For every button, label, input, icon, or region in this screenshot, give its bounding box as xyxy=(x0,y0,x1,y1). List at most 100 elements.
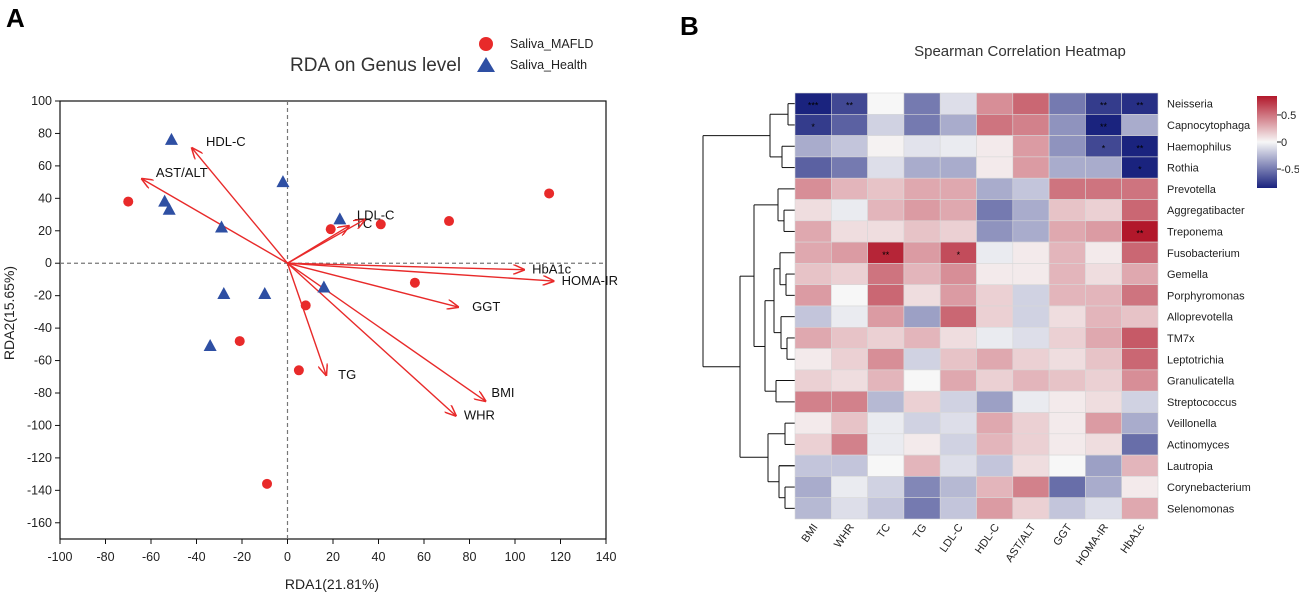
x-tick-label: 40 xyxy=(372,550,386,564)
x-tick-label: 0 xyxy=(284,550,291,564)
y-tick-label: 40 xyxy=(38,191,52,205)
heatmap-cell xyxy=(939,199,977,222)
vector-ggt xyxy=(287,262,459,307)
heatmap-cell xyxy=(794,433,832,456)
panel-a-letter: A xyxy=(6,3,25,33)
heatmap-cell xyxy=(1121,348,1159,371)
row-label-actinomyces: Actinomyces xyxy=(1167,439,1230,451)
heatmap-cell xyxy=(830,135,868,158)
heatmap-cell xyxy=(1012,92,1050,115)
y-tick-label: 100 xyxy=(31,94,52,108)
x-tick-label: 80 xyxy=(463,550,477,564)
heatmap-grid: Neisseria Capnocytophaga Haemophilus Rothia… xyxy=(794,92,1251,568)
heatmap-cell xyxy=(1012,156,1050,179)
heatmap-cell xyxy=(1048,263,1086,285)
significance-mark: ** xyxy=(846,101,854,111)
vector-ast-alt xyxy=(142,179,288,264)
heatmap-cell xyxy=(1085,284,1123,307)
heatmap-cell xyxy=(903,135,941,158)
heatmap-cell xyxy=(939,177,977,200)
heatmap-cell xyxy=(976,497,1014,520)
heatmap-cell xyxy=(976,433,1014,456)
heatmap-cell xyxy=(867,390,905,413)
heatmap-cell xyxy=(1012,476,1050,498)
vector-label-ldl-c: LDL-C xyxy=(357,207,395,222)
row-label-streptococcus: Streptococcus xyxy=(1167,397,1237,409)
heatmap-cell xyxy=(794,412,832,435)
heatmap-cell xyxy=(867,135,905,158)
heatmap-cell xyxy=(1012,454,1050,477)
heatmap-cell xyxy=(1048,284,1086,307)
heatmap-cell xyxy=(867,433,905,456)
vector-tg xyxy=(286,262,327,375)
significance-mark: * xyxy=(957,250,961,260)
heatmap-cell xyxy=(939,263,977,285)
heatmap-cell xyxy=(1012,305,1050,328)
heatmap-cell xyxy=(1012,390,1050,413)
heatmap-cell xyxy=(903,284,941,307)
y-tick-label: -20 xyxy=(34,289,52,303)
significance-mark: ** xyxy=(1136,228,1144,238)
colorbar-tick-label: 0.5 xyxy=(1281,110,1296,122)
column-label-tg: TG xyxy=(911,522,930,541)
heatmap-cell xyxy=(976,284,1014,307)
heatmap-cell xyxy=(1085,305,1123,328)
heatmap-cell xyxy=(903,348,941,371)
x-tick-label: -80 xyxy=(96,550,114,564)
point-saliva-health xyxy=(164,132,178,145)
heatmap-cell xyxy=(939,348,977,371)
point-saliva-health xyxy=(333,212,347,225)
row-label-tm7x: TM7x xyxy=(1167,333,1195,345)
heatmap-cell xyxy=(830,284,868,307)
significance-mark: ** xyxy=(1100,101,1108,111)
heatmap-cell xyxy=(976,177,1014,200)
colorbar-tick-label: -0.5 xyxy=(1281,164,1299,176)
heatmap-cell xyxy=(1085,326,1123,349)
heatmap-dendrogram xyxy=(702,103,795,509)
heatmap-cell xyxy=(1085,497,1123,520)
heatmap-cell xyxy=(976,412,1014,435)
heatmap-cell xyxy=(1121,476,1159,498)
row-label-lautropia: Lautropia xyxy=(1167,461,1214,473)
heatmap-cell xyxy=(903,433,941,456)
heatmap-cell xyxy=(903,390,941,413)
rda-y-axis-label: RDA2(15.65%) xyxy=(1,266,17,360)
row-label-prevotella: Prevotella xyxy=(1167,184,1217,196)
point-saliva-health xyxy=(215,220,229,233)
heatmap-cell xyxy=(1121,305,1159,328)
heatmap-cell xyxy=(903,220,941,243)
heatmap-cell xyxy=(830,433,868,456)
row-label-rothia: Rothia xyxy=(1167,163,1200,175)
heatmap-cell xyxy=(794,369,832,392)
heatmap-cell xyxy=(830,369,868,392)
vector-label-bmi: BMI xyxy=(491,385,514,400)
heatmap-cell xyxy=(1012,369,1050,392)
heatmap-cell xyxy=(903,497,941,520)
significance-mark: ** xyxy=(882,250,890,260)
heatmap-cell xyxy=(794,135,832,158)
row-label-corynebacterium: Corynebacterium xyxy=(1167,482,1251,494)
row-label-aggregatibacter: Aggregatibacter xyxy=(1167,205,1245,217)
heatmap-cell xyxy=(830,114,868,136)
point-saliva-mafld xyxy=(262,478,273,489)
heatmap-cell xyxy=(976,220,1014,243)
heatmap-cell xyxy=(867,326,905,349)
heatmap-cell xyxy=(794,326,832,349)
heatmap-cell xyxy=(1121,284,1159,307)
heatmap-cell xyxy=(1012,412,1050,435)
legend-label-health: Saliva_Health xyxy=(510,58,587,72)
rda-title: RDA on Genus level xyxy=(290,55,461,76)
heatmap-cell xyxy=(1121,454,1159,477)
heatmap-cell xyxy=(1048,220,1086,243)
heatmap-cell xyxy=(939,114,977,136)
heatmap-cell xyxy=(939,284,977,307)
heatmap-cell xyxy=(1048,114,1086,136)
panel-b-letter: B xyxy=(680,11,699,41)
heatmap-cell xyxy=(830,326,868,349)
y-tick-label: -160 xyxy=(27,516,52,530)
heatmap-cell xyxy=(830,177,868,200)
vector-label-ast-alt: AST/ALT xyxy=(156,165,208,180)
heatmap-cell xyxy=(794,241,832,264)
point-saliva-mafld xyxy=(300,300,311,311)
